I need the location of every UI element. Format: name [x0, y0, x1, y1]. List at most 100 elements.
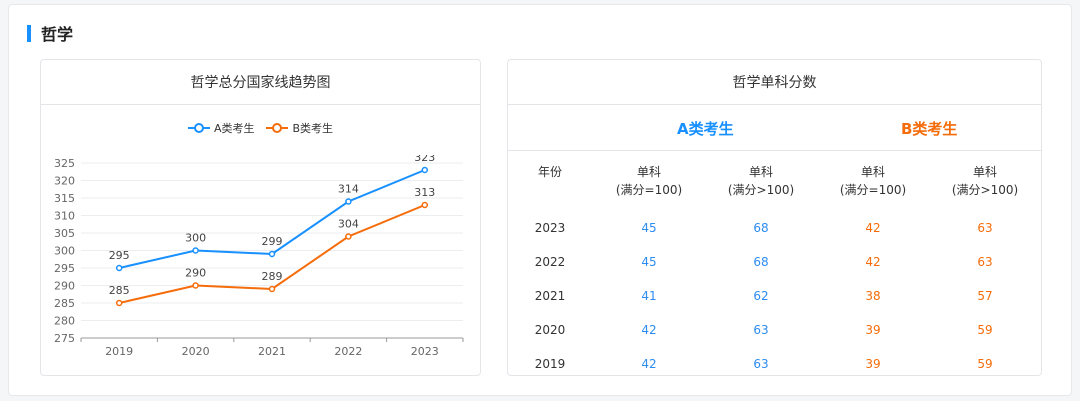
y-tick-label: 315 — [54, 192, 75, 205]
header-a-over100-line2: (满分>100) — [727, 183, 795, 197]
cell-year: 2020 — [534, 323, 566, 337]
legend-label-a: A类考生 — [213, 122, 255, 135]
chart-legend: A类考生 B类考生 — [41, 120, 480, 136]
y-tick-label: 290 — [54, 280, 75, 293]
cell-b-full100: 39 — [865, 323, 881, 337]
data-point — [115, 264, 123, 272]
data-label: 323 — [414, 155, 435, 164]
category-row: A类考生 B类考生 — [508, 105, 1041, 151]
y-tick-label: 320 — [54, 175, 75, 188]
header-a-full100-line2: (满分=100) — [615, 183, 683, 197]
table-row: 2021 41 62 38 57 — [508, 281, 1041, 315]
legend-label-b: B类考生 — [292, 122, 334, 135]
subject-panel: 哲学 哲学总分国家线趋势图 A类考生 B类考生 275 280 285 290 295 3… — [8, 4, 1072, 396]
table-row: 2023 45 68 42 63 — [508, 213, 1041, 247]
data-label: 285 — [109, 284, 130, 297]
legend-line-icon-a — [187, 123, 210, 133]
legend-item-a[interactable]: A类考生 — [187, 120, 255, 136]
x-tick-label: 2020 — [182, 345, 210, 358]
data-point — [192, 282, 199, 289]
cell-b-over100: 59 — [977, 357, 993, 371]
category-a-label: A类考生 — [677, 120, 734, 138]
y-tick-label: 285 — [54, 297, 75, 310]
legend-item-b[interactable]: B类考生 — [266, 120, 333, 136]
y-tick-label: 300 — [54, 245, 75, 258]
cell-a-full100: 42 — [641, 357, 657, 371]
cell-b-over100: 59 — [977, 323, 993, 337]
data-label: 290 — [185, 267, 206, 280]
header-a-over100-line1: 单科 — [748, 165, 773, 179]
chart-card-title: 哲学总分国家线趋势图 — [41, 60, 480, 105]
table-body: 2023 45 68 42 63 2022 45 68 42 63 2021 4… — [508, 213, 1041, 383]
title-accent-bar — [27, 24, 31, 42]
cell-a-over100: 68 — [753, 255, 769, 269]
cell-b-full100: 39 — [865, 357, 881, 371]
header-b-over100-line2: (满分>100) — [951, 183, 1019, 197]
line-chart: 275 280 285 290 295 300 305 310 315 320 325 2019 202… — [54, 155, 464, 358]
y-tick-label: 310 — [54, 210, 75, 223]
y-tick-label: 305 — [54, 227, 75, 240]
data-point — [115, 299, 123, 307]
cell-a-full100: 45 — [641, 255, 657, 269]
y-tick-label: 325 — [54, 157, 75, 170]
data-point — [268, 250, 276, 258]
data-label: 289 — [262, 270, 283, 283]
data-label: 295 — [109, 249, 130, 262]
cell-b-full100: 38 — [865, 289, 881, 303]
table-row: 2019 42 63 39 59 — [508, 349, 1041, 383]
y-tick-label: 295 — [54, 262, 75, 275]
cell-a-over100: 62 — [753, 289, 769, 303]
x-tick-label: 2023 — [411, 345, 439, 358]
trend-chart-card: 哲学总分国家线趋势图 A类考生 B类考生 275 280 285 290 295 300 3… — [40, 59, 481, 376]
x-tick-label: 2019 — [105, 345, 133, 358]
x-tick-label: 2021 — [258, 345, 286, 358]
table-row: 2020 42 63 39 59 — [508, 315, 1041, 349]
table-header: 年份 单科 (满分=100) 单科 (满分>100) 单科 (满分=100) 单… — [508, 151, 1041, 213]
header-a-full100: 单科 (满分=100) — [599, 163, 699, 199]
header-a-over100: 单科 (满分>100) — [711, 163, 811, 199]
data-point — [421, 166, 429, 174]
data-point — [421, 201, 429, 209]
cell-year: 2019 — [534, 357, 566, 371]
category-b-label: B类考生 — [901, 120, 958, 138]
section-title: 哲学 — [41, 25, 74, 44]
y-tick-label: 275 — [54, 332, 75, 345]
cell-a-full100: 41 — [641, 289, 657, 303]
data-label: 304 — [338, 218, 359, 231]
cell-b-over100: 57 — [977, 289, 993, 303]
cell-a-full100: 42 — [641, 323, 657, 337]
cell-b-over100: 63 — [977, 255, 993, 269]
cell-b-full100: 42 — [865, 255, 881, 269]
single-subject-card: 哲学单科分数 A类考生 B类考生 年份 单科 (满分=100) 单科 (满分>1… — [507, 59, 1042, 376]
legend-line-icon-b — [266, 123, 289, 133]
data-label: 300 — [185, 232, 206, 245]
cell-year: 2021 — [534, 289, 566, 303]
header-year: 年份 — [537, 165, 562, 179]
cell-a-over100: 63 — [753, 357, 769, 371]
cell-a-full100: 45 — [641, 221, 657, 235]
cell-a-over100: 63 — [753, 323, 769, 337]
y-tick-label: 280 — [54, 315, 75, 328]
cell-b-full100: 42 — [865, 221, 881, 235]
data-label: 314 — [338, 183, 359, 196]
section-header: 哲学 — [27, 23, 74, 44]
data-point — [192, 247, 199, 254]
data-label: 313 — [414, 186, 435, 199]
header-b-full100-line1: 单科 — [860, 165, 885, 179]
cell-a-over100: 68 — [753, 221, 769, 235]
cell-year: 2023 — [534, 221, 566, 235]
header-b-over100-line1: 单科 — [972, 165, 997, 179]
header-a-full100-line1: 单科 — [636, 165, 661, 179]
data-point — [345, 198, 352, 205]
header-b-full100: 单科 (满分=100) — [823, 163, 923, 199]
data-label: 299 — [262, 235, 283, 248]
header-b-over100: 单科 (满分>100) — [935, 163, 1035, 199]
table-card-title: 哲学单科分数 — [508, 60, 1041, 105]
x-tick-label: 2022 — [334, 345, 362, 358]
data-point — [268, 285, 276, 293]
cell-b-over100: 63 — [977, 221, 993, 235]
header-b-full100-line2: (满分=100) — [839, 183, 907, 197]
data-point — [345, 233, 352, 240]
cell-year: 2022 — [534, 255, 566, 269]
table-row: 2022 45 68 42 63 — [508, 247, 1041, 281]
